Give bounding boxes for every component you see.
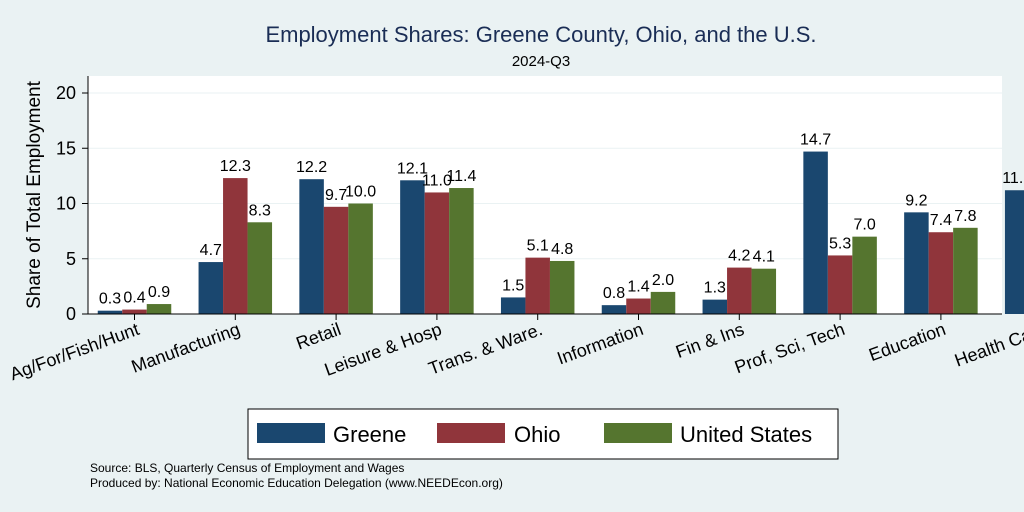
bar xyxy=(424,192,450,314)
bar xyxy=(146,304,172,314)
bar xyxy=(247,222,273,314)
bar-value-label: 1.3 xyxy=(704,280,726,297)
bar xyxy=(1004,190,1024,314)
chart-subtitle: 2024-Q3 xyxy=(512,53,570,70)
legend-swatch xyxy=(257,423,325,443)
bar-value-label: 4.1 xyxy=(753,249,775,266)
bar-value-label: 11.4 xyxy=(446,168,476,185)
bar xyxy=(400,180,425,314)
source-note: Source: BLS, Quarterly Census of Employm… xyxy=(90,461,404,475)
bar-value-label: 1.5 xyxy=(502,277,524,294)
y-tick-label: 20 xyxy=(56,83,76,103)
legend-label: Ohio xyxy=(514,422,560,447)
bar xyxy=(928,232,954,314)
bar-value-label: 4.7 xyxy=(200,242,222,259)
bar-value-label: 7.0 xyxy=(853,217,875,234)
bar xyxy=(549,260,575,314)
bar xyxy=(348,203,373,314)
bar-value-label: 8.3 xyxy=(249,202,271,219)
bar xyxy=(904,212,929,314)
bar-value-label: 10.0 xyxy=(345,184,376,201)
bar xyxy=(827,255,853,314)
bar xyxy=(525,257,550,314)
bar-value-label: 0.9 xyxy=(148,284,170,301)
bar-value-label: 2.0 xyxy=(652,272,674,289)
bar-value-label: 4.8 xyxy=(551,241,573,258)
y-tick-label: 0 xyxy=(66,304,76,324)
bar xyxy=(323,206,349,314)
bar xyxy=(650,291,676,314)
bar-value-label: 14.7 xyxy=(800,132,831,149)
bar-value-label: 11.0 xyxy=(422,172,452,189)
bar xyxy=(198,262,224,314)
bar-value-label: 12.1 xyxy=(397,160,428,177)
legend-box xyxy=(247,408,839,460)
bar xyxy=(751,268,777,314)
chart-title: Employment Shares: Greene County, Ohio, … xyxy=(265,22,816,47)
bar-value-label: 0.8 xyxy=(603,285,625,302)
legend-label: Greene xyxy=(333,422,406,447)
legend-swatch xyxy=(437,423,505,443)
legend-swatch xyxy=(604,423,672,443)
bar-value-label: 11.2 xyxy=(1002,170,1024,187)
bar-value-label: 0.3 xyxy=(99,291,121,308)
legend-items: Greene Ohio United States xyxy=(257,422,812,447)
bar-value-label: 5.1 xyxy=(527,238,549,255)
bar-value-label: 7.8 xyxy=(954,208,976,225)
bar-value-label: 9.2 xyxy=(905,192,927,209)
bar-value-label: 1.4 xyxy=(627,279,649,296)
bar-value-label: 12.3 xyxy=(220,158,251,175)
bar xyxy=(626,298,651,314)
bar xyxy=(702,299,728,314)
y-tick-label: 15 xyxy=(56,138,76,158)
bar-value-label: 0.4 xyxy=(123,290,145,307)
y-tick-label: 10 xyxy=(56,194,76,214)
bar xyxy=(803,151,828,314)
produced-by-note: Produced by: National Economic Education… xyxy=(90,476,503,490)
bar-value-label: 5.3 xyxy=(829,235,851,252)
y-tick-label: 5 xyxy=(66,249,76,269)
bar-value-label: 12.2 xyxy=(296,159,327,176)
bar xyxy=(97,310,123,314)
bar xyxy=(953,227,978,314)
bar xyxy=(727,267,752,314)
legend-label: United States xyxy=(680,422,812,447)
bar xyxy=(223,178,248,314)
bars xyxy=(97,151,1024,314)
bar-value-label: 9.7 xyxy=(325,187,347,204)
bar xyxy=(601,305,627,314)
bar xyxy=(449,188,474,314)
legend: Greene Ohio United States xyxy=(247,408,839,460)
bar-value-label: 7.4 xyxy=(930,212,952,229)
y-ticks: 0 5 10 15 20 xyxy=(56,83,88,324)
bar-value-label: 4.2 xyxy=(728,248,750,265)
bar-labels: 0.3 0.4 0.94.712.38.312.29.710.012.111.011… xyxy=(99,132,1024,308)
bar xyxy=(852,236,877,314)
bar xyxy=(299,179,324,314)
bar xyxy=(122,309,147,314)
y-axis-label: Share of Total Employment xyxy=(24,80,45,308)
bar xyxy=(500,297,526,314)
